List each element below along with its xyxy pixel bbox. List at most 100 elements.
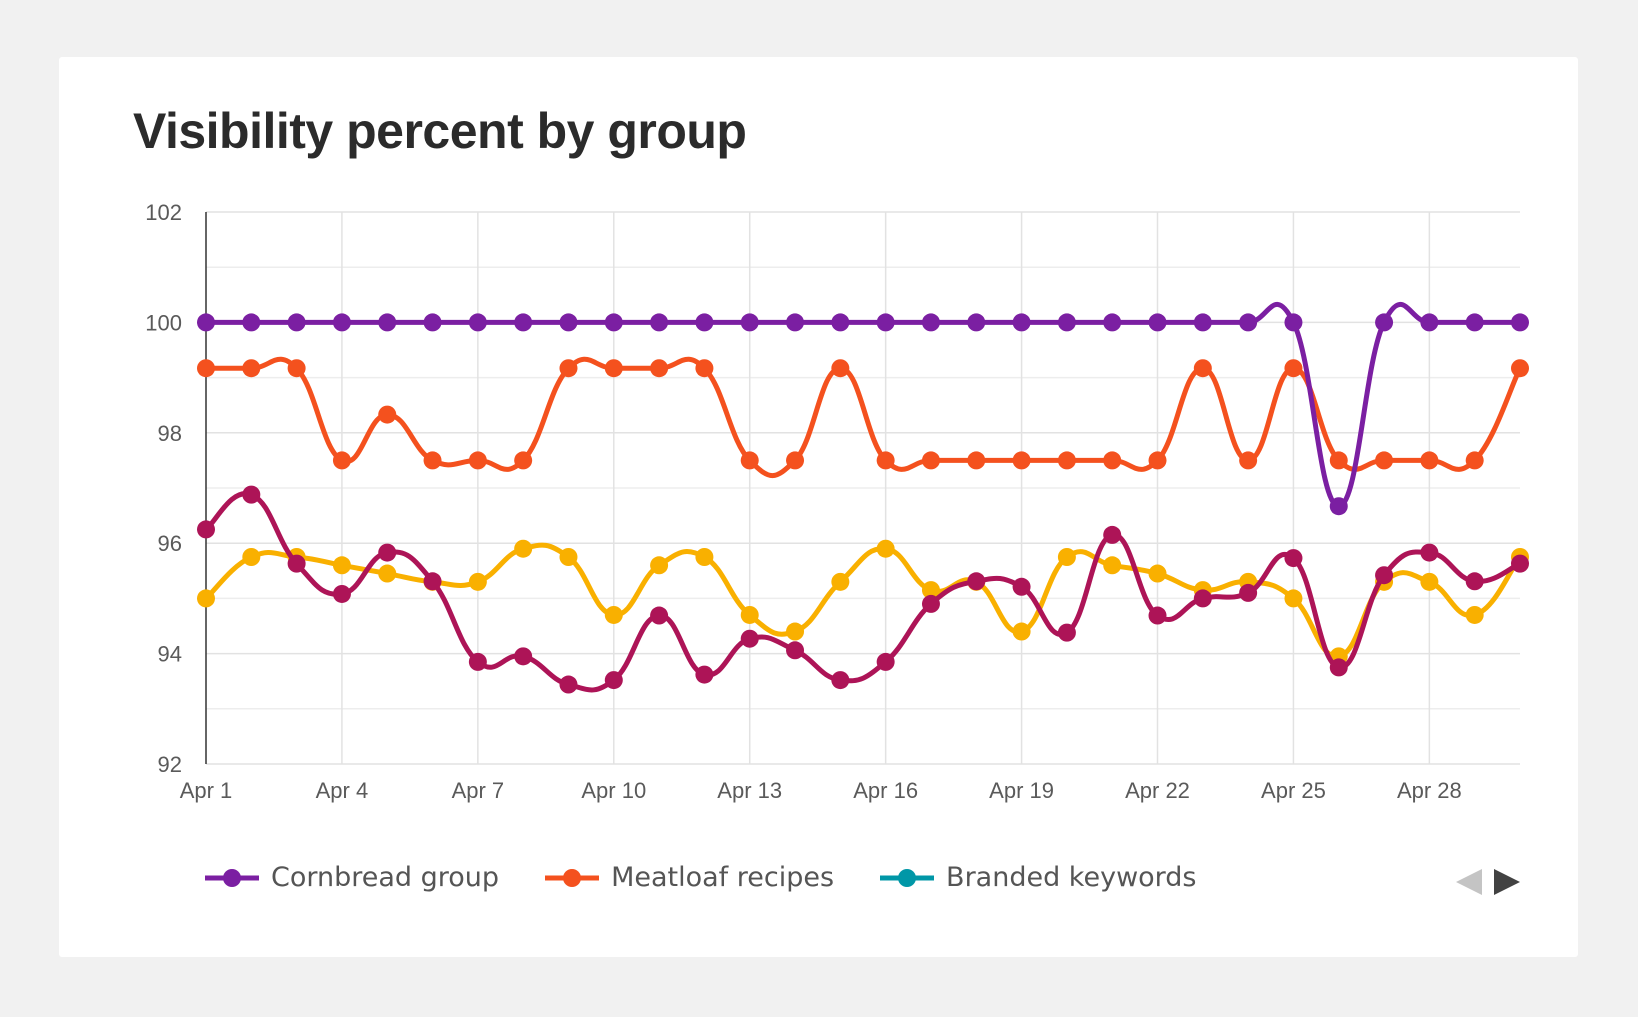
data-point[interactable]: [786, 622, 805, 641]
data-point[interactable]: [287, 359, 306, 378]
data-point[interactable]: [242, 548, 261, 566]
data-point[interactable]: [1284, 359, 1303, 378]
data-point[interactable]: [1375, 451, 1394, 470]
data-point[interactable]: [468, 572, 487, 591]
data-point[interactable]: [1465, 572, 1484, 591]
data-point[interactable]: [378, 313, 397, 332]
data-point[interactable]: [831, 572, 850, 591]
data-point[interactable]: [1329, 658, 1348, 677]
data-point[interactable]: [514, 647, 533, 666]
data-point[interactable]: [921, 451, 940, 470]
data-point[interactable]: [650, 556, 669, 575]
data-point[interactable]: [967, 451, 986, 470]
data-point[interactable]: [1239, 583, 1258, 602]
data-point[interactable]: [740, 629, 759, 648]
data-point[interactable]: [650, 606, 669, 625]
data-point[interactable]: [423, 451, 442, 470]
data-point[interactable]: [1103, 525, 1122, 544]
data-point[interactable]: [740, 605, 759, 624]
data-point[interactable]: [1103, 451, 1122, 470]
data-point[interactable]: [468, 313, 487, 332]
data-point[interactable]: [378, 405, 397, 424]
data-point[interactable]: [695, 548, 714, 566]
triangle-left-icon[interactable]: [1454, 867, 1484, 897]
data-point[interactable]: [876, 451, 895, 470]
data-point[interactable]: [514, 313, 533, 332]
data-point[interactable]: [1193, 359, 1212, 378]
data-point[interactable]: [559, 359, 578, 378]
legend-item-cornbread-group[interactable]: Cornbread group: [205, 862, 499, 893]
data-point[interactable]: [786, 641, 805, 660]
data-point[interactable]: [1511, 359, 1529, 378]
data-point[interactable]: [559, 548, 578, 566]
data-point[interactable]: [1329, 497, 1348, 516]
data-point[interactable]: [1465, 313, 1484, 332]
legend-item-branded-keywords[interactable]: Branded keywords: [880, 862, 1197, 893]
data-point[interactable]: [876, 652, 895, 671]
data-point[interactable]: [1420, 572, 1439, 591]
data-point[interactable]: [287, 313, 306, 332]
data-point[interactable]: [1420, 543, 1439, 562]
data-point[interactable]: [967, 572, 986, 591]
data-point[interactable]: [1239, 451, 1258, 470]
data-point[interactable]: [1511, 554, 1529, 573]
data-point[interactable]: [967, 313, 986, 332]
data-point[interactable]: [1148, 451, 1167, 470]
data-point[interactable]: [921, 313, 940, 332]
data-point[interactable]: [1375, 313, 1394, 332]
data-point[interactable]: [1012, 622, 1031, 641]
data-point[interactable]: [514, 539, 533, 558]
data-point[interactable]: [1057, 548, 1076, 566]
data-point[interactable]: [378, 564, 397, 583]
data-point[interactable]: [1284, 549, 1303, 568]
data-point[interactable]: [287, 554, 306, 573]
data-point[interactable]: [1057, 451, 1076, 470]
data-point[interactable]: [423, 572, 442, 591]
data-point[interactable]: [1284, 589, 1303, 608]
data-point[interactable]: [1239, 313, 1258, 332]
data-point[interactable]: [876, 539, 895, 558]
data-point[interactable]: [1012, 313, 1031, 332]
data-point[interactable]: [695, 665, 714, 684]
data-point[interactable]: [1148, 606, 1167, 625]
data-point[interactable]: [1193, 589, 1212, 608]
data-point[interactable]: [1148, 313, 1167, 332]
data-point[interactable]: [332, 556, 351, 575]
data-point[interactable]: [1193, 313, 1212, 332]
data-point[interactable]: [242, 485, 261, 504]
data-point[interactable]: [1465, 451, 1484, 470]
data-point[interactable]: [1012, 577, 1031, 596]
data-point[interactable]: [604, 359, 623, 378]
data-point[interactable]: [1103, 313, 1122, 332]
data-point[interactable]: [1148, 564, 1167, 583]
data-point[interactable]: [740, 451, 759, 470]
data-point[interactable]: [876, 313, 895, 332]
data-point[interactable]: [197, 313, 215, 332]
data-point[interactable]: [423, 313, 442, 332]
data-point[interactable]: [1375, 566, 1394, 585]
data-point[interactable]: [1012, 451, 1031, 470]
data-point[interactable]: [242, 313, 261, 332]
data-point[interactable]: [1420, 313, 1439, 332]
data-point[interactable]: [1465, 605, 1484, 624]
data-point[interactable]: [921, 581, 940, 600]
data-point[interactable]: [786, 313, 805, 332]
data-point[interactable]: [1329, 451, 1348, 470]
data-point[interactable]: [1057, 313, 1076, 332]
data-point[interactable]: [332, 584, 351, 603]
data-point[interactable]: [831, 313, 850, 332]
data-point[interactable]: [604, 671, 623, 690]
data-point[interactable]: [332, 313, 351, 332]
data-point[interactable]: [695, 313, 714, 332]
data-point[interactable]: [559, 675, 578, 694]
data-point[interactable]: [650, 359, 669, 378]
data-point[interactable]: [197, 520, 215, 539]
data-point[interactable]: [740, 313, 759, 332]
legend-item-meatloaf-recipes[interactable]: Meatloaf recipes: [545, 862, 834, 893]
data-point[interactable]: [921, 594, 940, 613]
data-point[interactable]: [559, 313, 578, 332]
data-point[interactable]: [604, 313, 623, 332]
data-point[interactable]: [1057, 623, 1076, 642]
data-point[interactable]: [786, 451, 805, 470]
data-point[interactable]: [468, 451, 487, 470]
